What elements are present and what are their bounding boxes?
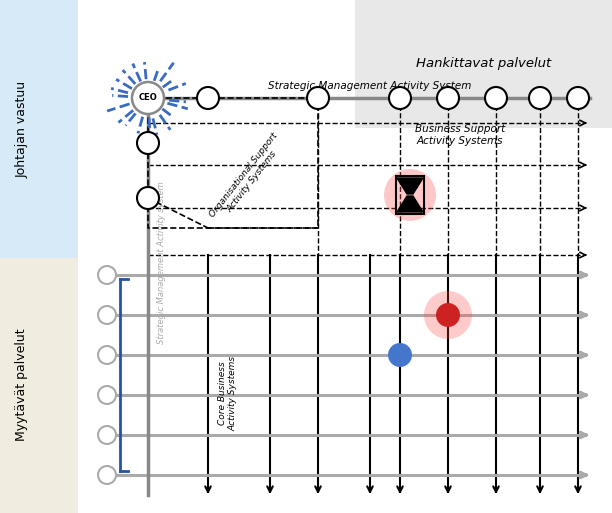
Text: Myytävät palvelut: Myytävät palvelut [15, 329, 29, 441]
Text: CEO: CEO [139, 93, 157, 103]
Text: Organisational Support
Activity Systems: Organisational Support Activity Systems [208, 131, 288, 225]
Polygon shape [397, 196, 423, 212]
Bar [396, 176, 424, 214]
Circle shape [485, 87, 507, 109]
Bar [355, 0, 612, 128]
Text: Johtajan vastuu: Johtajan vastuu [15, 81, 29, 177]
Circle shape [567, 87, 589, 109]
Text: Business Support
Activity Systems: Business Support Activity Systems [415, 124, 505, 146]
Circle shape [98, 426, 116, 444]
Circle shape [388, 343, 412, 367]
Circle shape [98, 466, 116, 484]
Circle shape [137, 132, 159, 154]
Circle shape [529, 87, 551, 109]
Bar [0, 258, 78, 513]
Text: Hankittavat palvelut: Hankittavat palvelut [416, 57, 551, 70]
Text: Strategic Management Activity system: Strategic Management Activity system [157, 182, 166, 344]
Circle shape [98, 306, 116, 324]
Circle shape [98, 346, 116, 364]
Circle shape [389, 87, 411, 109]
Text: Core Business
Activity Systems: Core Business Activity Systems [218, 356, 237, 430]
Text: Strategic Management Activity System: Strategic Management Activity System [268, 81, 472, 91]
Circle shape [437, 87, 459, 109]
Circle shape [424, 291, 472, 339]
Circle shape [98, 266, 116, 284]
Circle shape [436, 303, 460, 327]
Bar [0, 0, 78, 258]
Circle shape [197, 87, 219, 109]
Circle shape [132, 82, 164, 114]
Circle shape [98, 386, 116, 404]
Circle shape [307, 87, 329, 109]
Circle shape [137, 187, 159, 209]
Circle shape [384, 169, 436, 221]
Polygon shape [397, 178, 423, 194]
